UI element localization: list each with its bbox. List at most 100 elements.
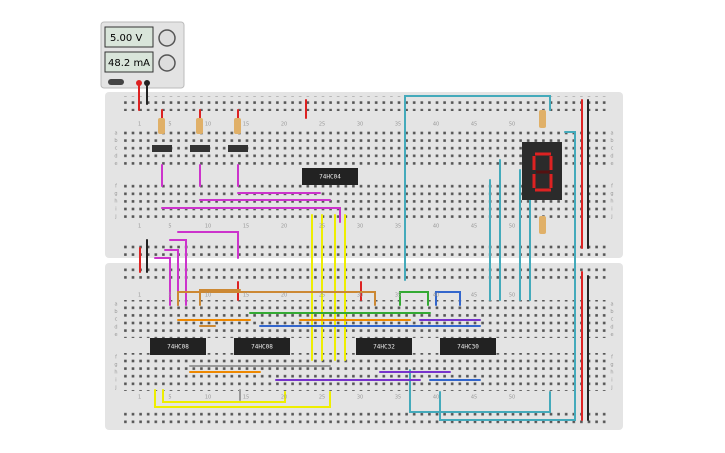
- chip-label: 74HC08: [251, 344, 273, 351]
- row-label: f: [115, 184, 117, 190]
- row-label: i: [611, 206, 612, 212]
- column-label: 1: [138, 122, 141, 128]
- column-label: 35: [395, 395, 401, 401]
- row-label: a: [114, 131, 117, 137]
- row-label: e: [610, 161, 613, 167]
- column-label: 5: [168, 224, 171, 230]
- chip: [302, 168, 358, 185]
- row-label: b: [610, 138, 613, 144]
- chip: [150, 338, 206, 355]
- column-label: 25: [319, 293, 325, 299]
- column-label: 30: [357, 293, 363, 299]
- column-label: 30: [357, 122, 363, 128]
- row-label: h: [114, 199, 117, 205]
- row-label: a: [610, 131, 613, 137]
- row-label: j: [610, 214, 612, 220]
- row-label: d: [610, 153, 613, 159]
- row-label: g: [610, 191, 613, 197]
- chip-label: 74HC08: [167, 344, 189, 351]
- row-label: a: [610, 302, 613, 308]
- row-label: i: [611, 377, 612, 383]
- column-label: 15: [243, 395, 249, 401]
- power-supply[interactable]: 5.00 V 48.2 mA: [100, 21, 185, 89]
- row-label: f: [115, 355, 117, 361]
- column-label: 20: [281, 395, 287, 401]
- column-label: 5: [168, 122, 171, 128]
- components: [152, 110, 562, 234]
- column-label: 15: [243, 122, 249, 128]
- row-label: j: [114, 214, 116, 220]
- column-label: 40: [433, 224, 439, 230]
- row-label: i: [115, 206, 116, 212]
- chip: [356, 338, 412, 355]
- row-label: h: [114, 370, 117, 376]
- row-label: j: [114, 385, 116, 391]
- column-label: 1: [138, 293, 141, 299]
- chip-label: 74HC32: [373, 344, 395, 351]
- column-label: 45: [471, 293, 477, 299]
- row-label: g: [610, 362, 613, 368]
- column-label: 40: [433, 122, 439, 128]
- column-label: 5: [168, 395, 171, 401]
- chip: [440, 338, 496, 355]
- column-label: 35: [395, 122, 401, 128]
- column-label: 45: [471, 122, 477, 128]
- voltage-display: 5.00 V: [110, 33, 142, 44]
- column-label: 20: [281, 224, 287, 230]
- row-label: d: [610, 324, 613, 330]
- row-label: d: [114, 324, 117, 330]
- breadboard: [105, 92, 623, 258]
- row-label: a: [114, 302, 117, 308]
- column-label: 30: [357, 395, 363, 401]
- column-label: 30: [357, 224, 363, 230]
- chip-label: 74HC04: [319, 174, 341, 181]
- row-label: g: [114, 191, 117, 197]
- row-label: h: [610, 370, 613, 376]
- row-label: j: [610, 385, 612, 391]
- row-label: e: [610, 332, 613, 338]
- row-label: g: [114, 362, 117, 368]
- column-label: 20: [281, 122, 287, 128]
- row-label: i: [115, 377, 116, 383]
- column-label: 10: [205, 224, 211, 230]
- column-label: 40: [433, 395, 439, 401]
- row-label: f: [611, 355, 613, 361]
- chip-label: 74HC30: [457, 344, 479, 351]
- column-label: 10: [205, 395, 211, 401]
- row-label: c: [611, 146, 614, 152]
- column-label: 10: [205, 122, 211, 128]
- wires: [138, 85, 589, 421]
- column-label: 5: [168, 293, 171, 299]
- column-label: 20: [281, 293, 287, 299]
- row-label: b: [610, 309, 613, 315]
- column-label: 1: [138, 395, 141, 401]
- row-label: b: [114, 138, 117, 144]
- column-label: 50: [509, 293, 515, 299]
- column-label: 15: [243, 293, 249, 299]
- column-label: 25: [319, 395, 325, 401]
- row-label: d: [114, 153, 117, 159]
- row-label: e: [114, 332, 117, 338]
- row-label: c: [115, 146, 118, 152]
- column-label: 25: [319, 122, 325, 128]
- column-label: 45: [471, 395, 477, 401]
- column-label: 35: [395, 293, 401, 299]
- column-label: 50: [509, 122, 515, 128]
- current-display: 48.2 mA: [108, 58, 150, 69]
- column-label: 1: [138, 224, 141, 230]
- row-label: h: [610, 199, 613, 205]
- row-label: c: [611, 317, 614, 323]
- column-label: 25: [319, 224, 325, 230]
- column-label: 40: [433, 293, 439, 299]
- column-label: 35: [395, 224, 401, 230]
- column-label: 10: [205, 293, 211, 299]
- column-label: 45: [471, 224, 477, 230]
- row-label: e: [114, 161, 117, 167]
- column-label: 50: [509, 395, 515, 401]
- row-label: b: [114, 309, 117, 315]
- chip: [234, 338, 290, 355]
- row-label: c: [115, 317, 118, 323]
- row-label: f: [611, 184, 613, 190]
- column-label: 15: [243, 224, 249, 230]
